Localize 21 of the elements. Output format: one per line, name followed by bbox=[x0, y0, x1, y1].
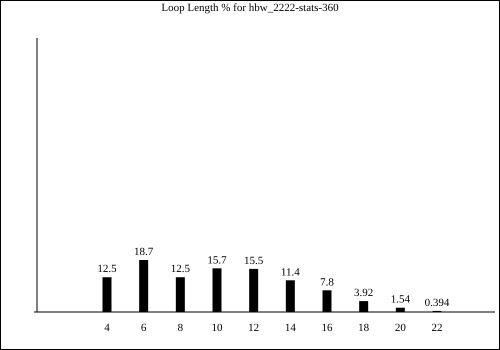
x-tick-label: 4 bbox=[104, 322, 110, 334]
data-label: 18.7 bbox=[134, 246, 154, 258]
x-tick-label: 8 bbox=[178, 322, 184, 334]
data-label: 11.4 bbox=[280, 266, 300, 278]
x-tick-label: 10 bbox=[212, 322, 223, 334]
data-label: 12.5 bbox=[170, 263, 190, 276]
data-label: 12.5 bbox=[97, 263, 118, 276]
x-tick-label: 12 bbox=[248, 322, 260, 334]
x-tick-label: 18 bbox=[358, 322, 370, 334]
data-label: 1.54 bbox=[390, 294, 410, 306]
data-label: 0.394 bbox=[424, 296, 450, 309]
x-tick-label: 16 bbox=[322, 322, 333, 334]
data-label: 7.8 bbox=[320, 276, 334, 288]
x-tick-label: 22 bbox=[432, 322, 442, 334]
chart-title: Loop Length % for hbw_2222-stats-360 bbox=[161, 2, 340, 14]
x-tick-label: 20 bbox=[394, 322, 406, 334]
data-label: 15.7 bbox=[207, 254, 228, 266]
data-label: 3.92 bbox=[354, 287, 374, 300]
x-tick-label: 14 bbox=[284, 322, 296, 334]
data-label: 15.5 bbox=[244, 254, 264, 267]
x-tick-label: 6 bbox=[140, 322, 147, 334]
